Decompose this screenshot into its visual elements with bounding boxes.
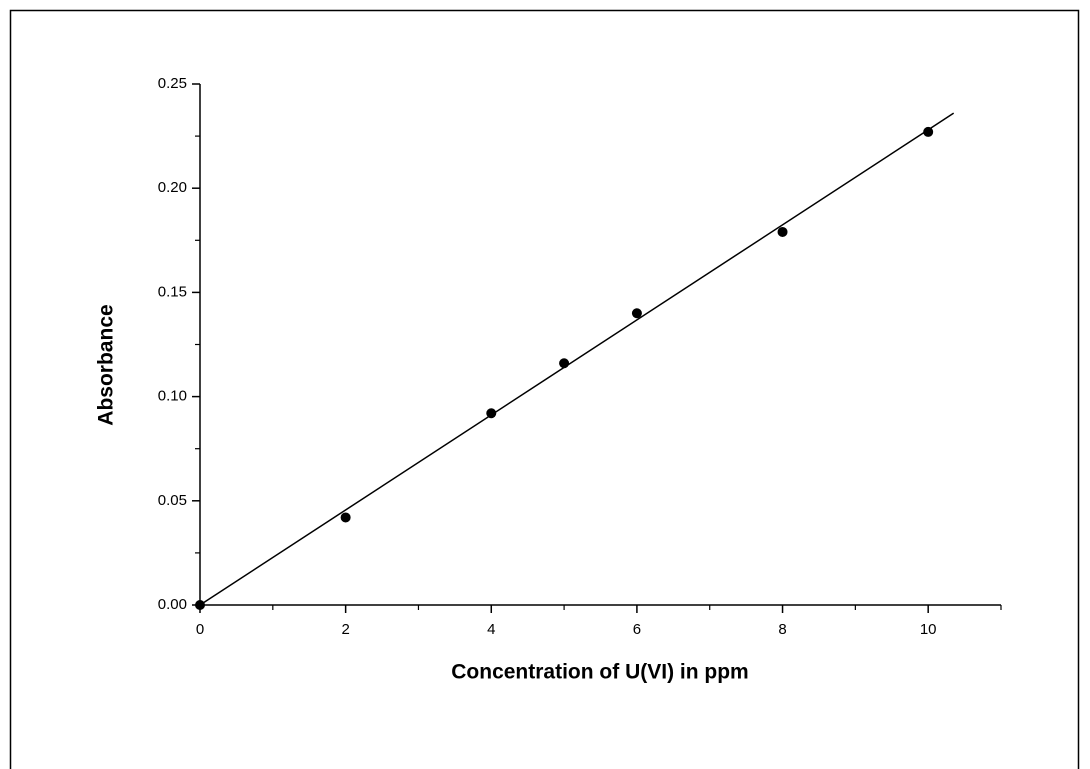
y-tick-label: 0.00 [158,596,187,613]
x-tick-label: 4 [487,621,495,638]
data-point [195,600,205,610]
y-tick-label: 0.10 [158,388,187,405]
x-tick-label: 2 [341,621,349,638]
y-tick-label: 0.15 [158,283,187,300]
data-point [777,226,788,237]
y-tick-label: 0.20 [158,179,187,196]
x-tick-label: 0 [196,621,204,638]
x-axis-title: Concentration of U(VI) in ppm [451,661,748,684]
data-point [923,126,934,137]
x-tick-label: 6 [633,621,641,638]
x-tick-label: 8 [778,621,786,638]
y-axis-title: Absorbance [95,304,118,425]
y-tick-label: 0.25 [158,75,187,92]
data-point [340,512,351,523]
fit-line [199,112,955,606]
data-point [486,408,497,419]
data-point [631,308,642,319]
frame [9,9,1080,769]
y-tick-label: 0.05 [158,492,187,509]
data-point [559,358,570,369]
x-tick-label: 10 [920,621,937,638]
